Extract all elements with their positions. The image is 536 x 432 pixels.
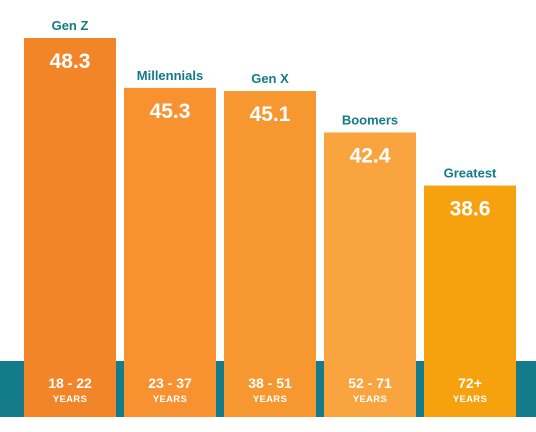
category-label: Gen Z xyxy=(52,18,89,33)
age-range-label: 72+ xyxy=(458,375,482,391)
age-range-label: 52 - 71 xyxy=(348,375,392,391)
bar-boomers xyxy=(324,132,416,418)
age-unit-label: YEARS xyxy=(353,394,387,405)
category-label: Millennials xyxy=(137,68,203,83)
bar-gen-x xyxy=(224,91,316,418)
age-range-label: 38 - 51 xyxy=(248,375,292,391)
value-label: 42.4 xyxy=(350,144,391,167)
age-range-label: 23 - 37 xyxy=(148,375,192,391)
age-unit-label: YEARS xyxy=(53,394,87,405)
value-label: 38.6 xyxy=(450,198,491,221)
bar-greatest xyxy=(424,185,516,417)
category-label: Gen X xyxy=(251,71,289,86)
bar-gen-z xyxy=(24,38,116,417)
age-range-label: 18 - 22 xyxy=(48,375,92,391)
value-label: 45.1 xyxy=(250,103,291,126)
value-label: 48.3 xyxy=(50,50,91,73)
category-label: Greatest xyxy=(444,166,497,181)
age-unit-label: YEARS xyxy=(453,394,487,405)
category-label: Boomers xyxy=(342,112,398,127)
age-unit-label: YEARS xyxy=(253,394,287,405)
value-label: 45.3 xyxy=(150,100,191,123)
age-unit-label: YEARS xyxy=(153,394,187,405)
bar-millennials xyxy=(124,87,216,418)
